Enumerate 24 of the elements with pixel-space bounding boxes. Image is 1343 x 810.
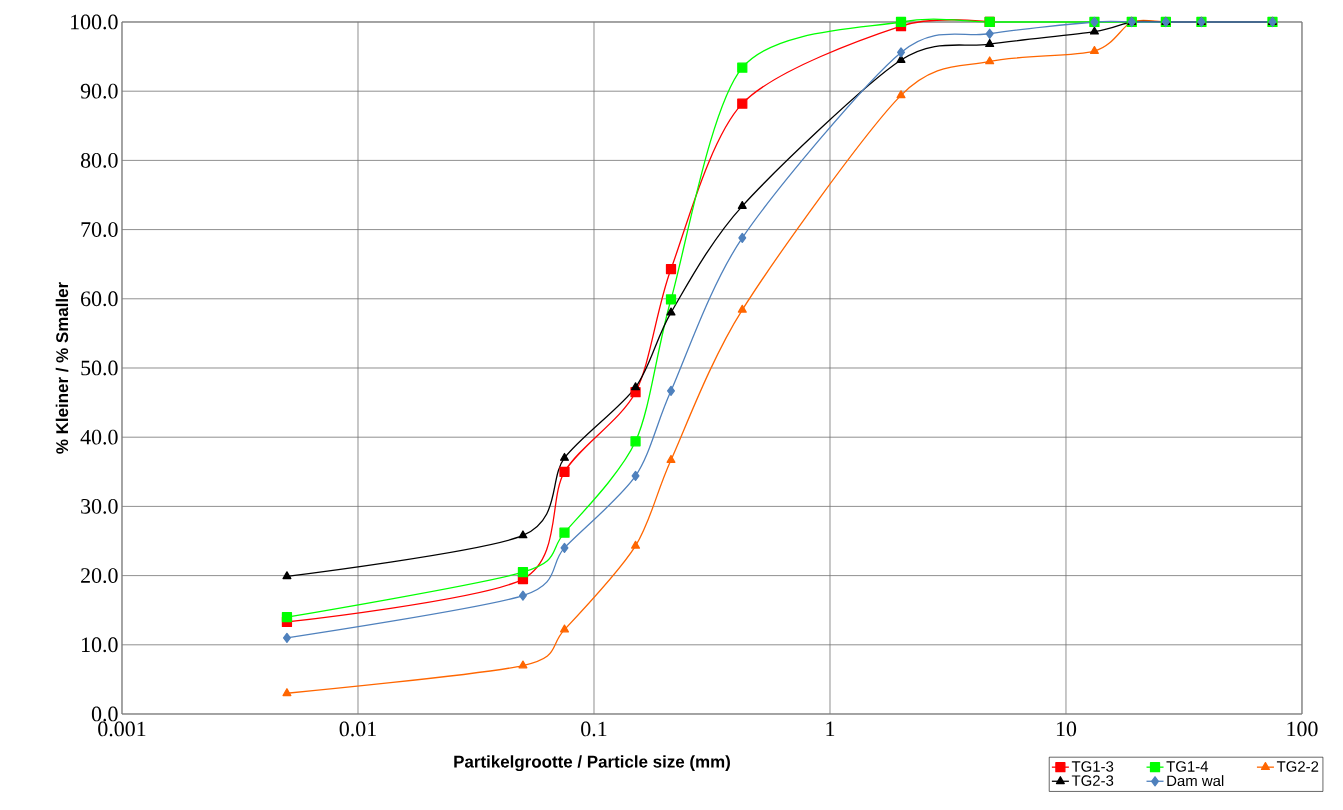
y-tick-label: 20.0: [81, 568, 118, 584]
legend-label: TG2-3: [1071, 775, 1114, 786]
x-axis-title: Partikelgrootte / Particle size (mm): [454, 755, 730, 772]
y-tick-label: 80.0: [80, 152, 118, 168]
y-tick-label: 0.0: [91, 706, 118, 722]
x-tick-label: 0.01: [339, 721, 376, 737]
y-tick-label: 50.0: [81, 360, 118, 376]
legend-label: TG1-3: [1071, 761, 1114, 772]
legend-label: TG2-2: [1276, 761, 1319, 772]
y-axis-title: % Kleiner / % Smaller: [55, 282, 69, 454]
y-tick-label: 100.0: [71, 14, 118, 30]
y-tick-label: 60.0: [81, 291, 118, 307]
x-tick-label: 10: [1056, 721, 1077, 737]
x-tick-label: 100: [1287, 721, 1318, 737]
y-tick-label: 90.0: [80, 83, 118, 99]
y-tick-label: 70.0: [81, 222, 118, 238]
x-tick-label: 1: [826, 721, 835, 736]
y-tick-label: 30.0: [81, 498, 118, 514]
x-tick-label: 0.001: [98, 721, 146, 737]
y-tick-label: 40.0: [80, 429, 118, 445]
x-tick-label: 0.1: [581, 721, 607, 737]
y-tick-label: 10.0: [82, 637, 118, 653]
legend-label: TG1-4: [1166, 761, 1209, 772]
legend-label: Dam wal: [1167, 775, 1224, 787]
